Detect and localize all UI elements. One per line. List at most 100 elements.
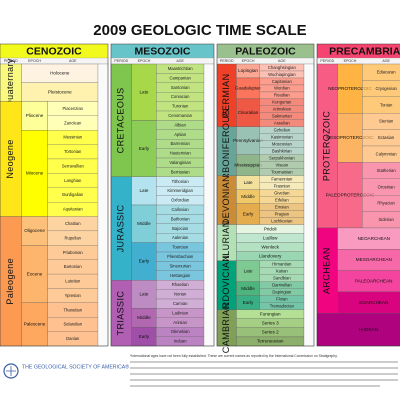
epoch-block <box>131 280 157 309</box>
period-block <box>316 313 400 347</box>
stage-name: Roadian <box>274 93 290 98</box>
period-name: PERMIAN <box>221 74 231 118</box>
stage-name: Sandbian <box>273 276 291 281</box>
era-header <box>217 44 314 58</box>
era-name: PRECAMBRIAN <box>329 45 400 57</box>
stage-name: Rhyacian <box>377 201 395 206</box>
period-name: JURASSIC <box>116 205 126 253</box>
stage-name: Berriasian <box>171 169 191 174</box>
stage-name: Priabonian <box>63 250 84 255</box>
period-name: Quaternary <box>5 58 15 107</box>
stage-name: Tonian <box>380 102 393 107</box>
stage-name: Serpukhovian <box>269 156 295 161</box>
stage-name: Callovian <box>172 207 190 212</box>
epoch-name: Early <box>243 300 254 305</box>
epoch-name: NEOPROTEROZOIC <box>328 86 372 91</box>
stage-name: Artinskian <box>273 107 292 112</box>
period-name: CARBONIFEROUS <box>221 109 231 193</box>
period-name: ARCHEAN <box>322 247 332 294</box>
stage-name: Chattian <box>65 221 81 226</box>
epoch-name: Lopingian <box>238 68 258 73</box>
stage-name: Bashkirian <box>272 149 292 154</box>
footnote-lines <box>130 361 398 387</box>
epoch-name: Guadalupian <box>235 86 261 91</box>
epoch-name: Paleocene <box>24 322 46 327</box>
epoch-block <box>337 162 363 229</box>
stage-name: Hettangian <box>170 273 191 278</box>
epoch-block <box>131 120 157 177</box>
stage-name: Tortonian <box>64 149 82 154</box>
period-name: HADEAN <box>359 327 378 332</box>
period-name: Neogene <box>5 139 15 178</box>
column-label: PERIOD <box>114 59 128 63</box>
stage-name: Famennian <box>271 176 293 181</box>
stage-name: Siderian <box>378 217 394 222</box>
stage-name: Capitanian <box>272 79 293 84</box>
epoch-name: Terreneuvian <box>257 339 284 344</box>
stage-name: Induan <box>174 339 187 344</box>
epoch-name: PALEOPROTEROZOIC <box>326 192 375 197</box>
epoch-name: Miocene <box>26 171 44 176</box>
era-name: PALEOZOIC <box>235 45 296 57</box>
stage-name: Tithonian <box>172 179 190 184</box>
gsa-logo <box>3 363 19 379</box>
epoch-name: Furongian <box>260 311 281 316</box>
epoch-block <box>131 63 157 121</box>
age-column <box>303 63 315 347</box>
stage-name: Campanian <box>169 75 191 80</box>
stage-name: Hirnantian <box>272 262 292 267</box>
epoch-block <box>21 245 48 303</box>
stage-name: Lutetian <box>65 279 81 284</box>
era-header <box>0 44 108 58</box>
era-header <box>317 44 400 58</box>
stage-name: Olenekian <box>171 329 191 334</box>
stage-name: Turonian <box>172 104 189 109</box>
stage-name: Frasnian <box>274 183 291 188</box>
epoch-name: Late <box>139 89 148 94</box>
stage-name: Messinian <box>63 135 83 140</box>
epoch-name: Middle <box>241 194 255 199</box>
era-name: CENOZOIC <box>26 45 82 57</box>
column-label: PERIOD <box>4 59 18 63</box>
stage-name: Cryogenian <box>375 86 397 91</box>
stage-name: Dapingian <box>272 290 292 295</box>
era-frame <box>110 43 215 347</box>
epoch-name: Llandovery <box>259 254 282 259</box>
stage-name: Calymmian <box>376 151 398 156</box>
age-column <box>203 63 215 347</box>
stage-name: Visean <box>275 163 288 168</box>
column-label: AGE <box>382 59 390 63</box>
epoch-name: Early <box>243 211 254 216</box>
epoch-name: MESOPROTEROZOIC <box>326 135 374 140</box>
stage-name: Danian <box>66 336 80 341</box>
epoch-block <box>21 302 48 347</box>
stage-name: Norian <box>174 292 187 297</box>
stage-name: Ypresian <box>65 293 82 298</box>
epoch-name: PALEOARCHEAN <box>355 278 392 283</box>
column-label: EPOCH <box>138 59 151 63</box>
epoch-name: Pleistocene <box>48 89 72 94</box>
era-header <box>111 44 214 58</box>
epoch-name: Middle <box>241 286 255 291</box>
epoch-name: Oligocene <box>24 228 45 233</box>
epoch-name: Middle <box>137 221 151 226</box>
stage-name: Statherian <box>377 168 397 173</box>
stage-name: Barremian <box>170 141 190 146</box>
title: 2009 GEOLOGIC TIME SCALE <box>93 22 306 39</box>
stage-name: Floian <box>276 297 288 302</box>
epoch-block <box>131 204 157 243</box>
column-label: EPOCH <box>344 59 357 63</box>
stage-name: Changhsingian <box>268 65 297 70</box>
stage-name: Darriwilian <box>272 283 292 288</box>
stage-name: Maastrichtian <box>168 66 194 71</box>
era-name: MESOZOIC <box>134 45 190 57</box>
stage-name: Katian <box>276 269 289 274</box>
epoch-name: Middle <box>137 315 151 320</box>
epoch-name: Late <box>139 292 148 297</box>
stage-name: Cenomanian <box>168 113 192 118</box>
footnote: *International ages have not been fully … <box>130 354 338 358</box>
epoch-name: Ludlow <box>263 235 278 240</box>
society-name: THE GEOLOGICAL SOCIETY OF AMERICA® <box>22 363 129 370</box>
stage-name: Gzhelian <box>274 128 291 133</box>
